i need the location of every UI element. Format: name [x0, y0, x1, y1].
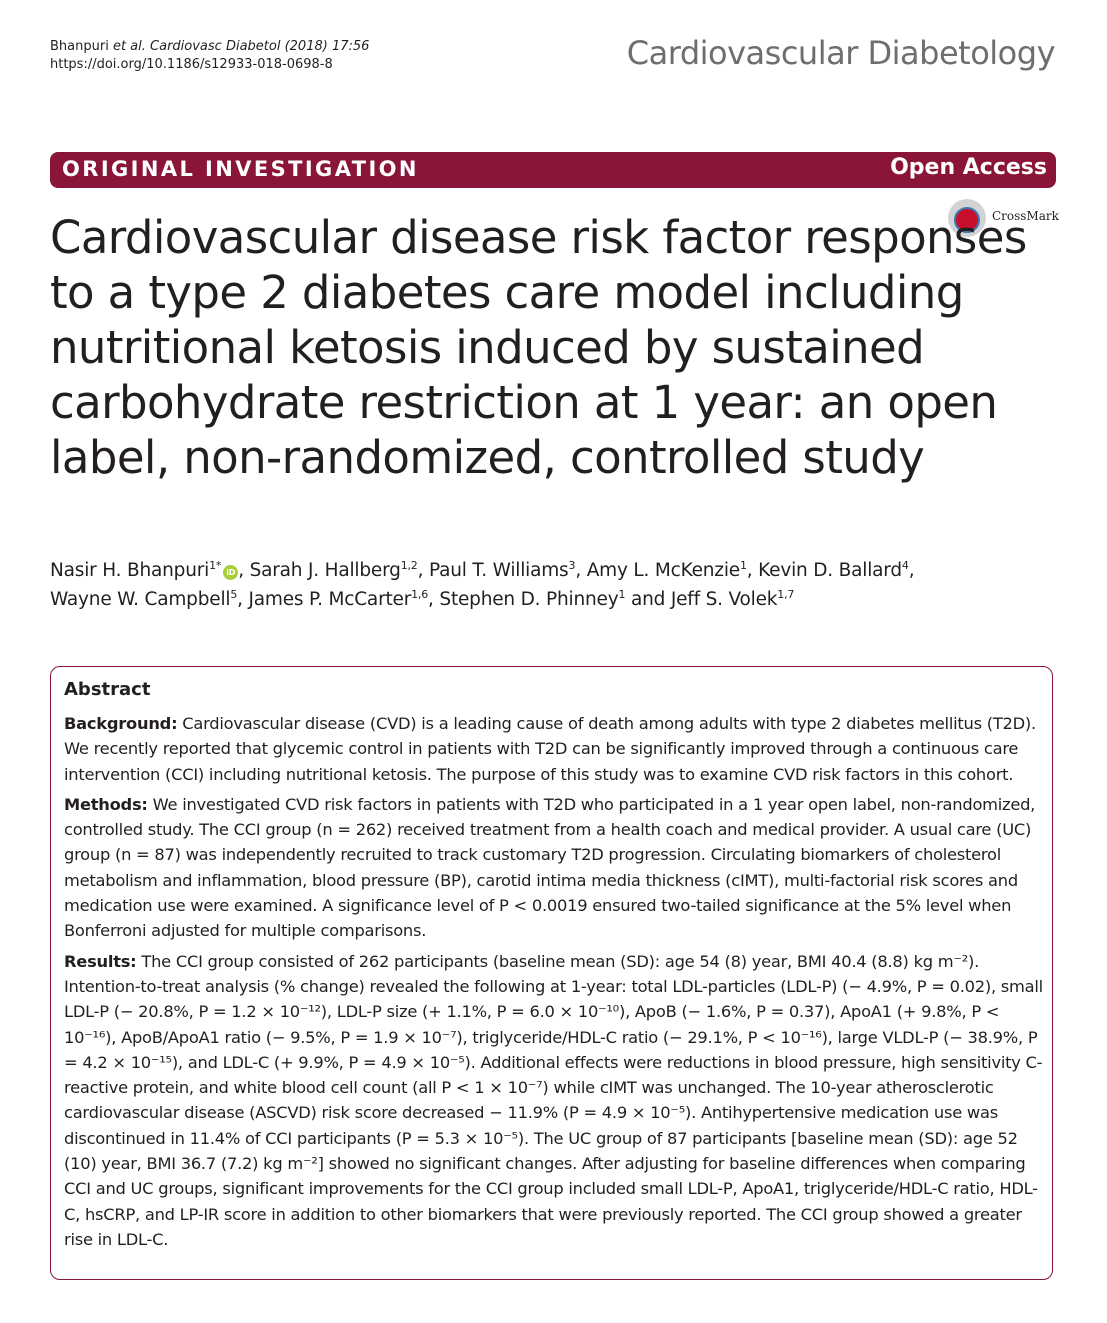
- abstract-results: Results: The CCI group consisted of 262 …: [64, 951, 1043, 1249]
- orcid-icon[interactable]: iD: [223, 565, 239, 580]
- abstract-heading: Abstract: [64, 679, 151, 700]
- abstract-body: Background: Cardiovascular disease (CVD)…: [64, 711, 1044, 1257]
- citation-header: Bhanpuri et al. Cardiovasc Diabetol (201…: [50, 38, 369, 74]
- doi-link[interactable]: https://doi.org/10.1186/s12933-018-0698-…: [50, 57, 333, 72]
- journal-name: Cardiovascular Diabetology: [626, 34, 1056, 72]
- author[interactable]: Jeff S. Volek1,7: [670, 588, 795, 610]
- author[interactable]: Kevin D. Ballard4: [758, 559, 909, 581]
- author[interactable]: Wayne W. Campbell5: [50, 588, 238, 610]
- crossmark-button[interactable]: CrossMark: [948, 197, 1059, 241]
- abstract-box: Abstract Background: Cardiovascular dise…: [50, 666, 1053, 1280]
- open-access-badge: Open Access: [890, 155, 1047, 180]
- author[interactable]: Nasir H. Bhanpuri1*: [50, 559, 222, 581]
- crossmark-label: CrossMark: [992, 209, 1059, 223]
- author[interactable]: Sarah J. Hallberg1,2: [249, 559, 418, 581]
- citation-line: Bhanpuri et al. Cardiovasc Diabetol (201…: [50, 39, 370, 54]
- author[interactable]: Paul T. Williams3: [428, 559, 576, 581]
- crossmark-icon: [948, 199, 986, 237]
- article-type-banner: ORIGINAL INVESTIGATION Open Access: [50, 152, 1056, 188]
- author[interactable]: Amy L. McKenzie1: [586, 559, 747, 581]
- article-title: Cardiovascular disease risk factor respo…: [50, 211, 1027, 484]
- author-list: Nasir H. Bhanpuri1*iD, Sarah J. Hallberg…: [50, 559, 915, 610]
- abstract-background: Background: Cardiovascular disease (CVD)…: [64, 714, 1036, 784]
- abstract-methods: Methods: We investigated CVD risk factor…: [64, 794, 1036, 941]
- author[interactable]: Stephen D. Phinney1: [439, 588, 626, 610]
- article-type: ORIGINAL INVESTIGATION: [62, 157, 419, 181]
- author[interactable]: James P. McCarter1,6: [248, 588, 429, 610]
